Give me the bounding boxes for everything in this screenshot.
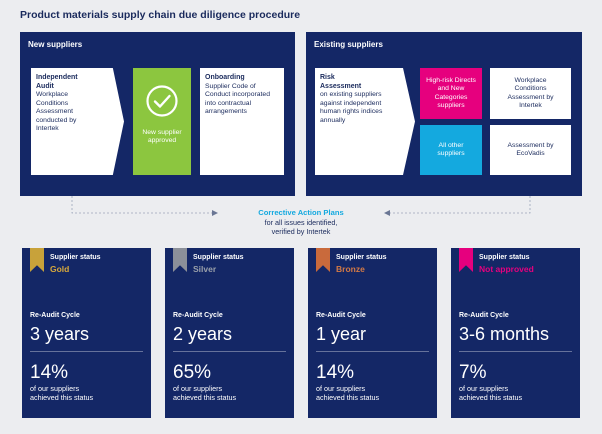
bronze-ribbon-icon: [316, 248, 330, 272]
ecovadis-box: Assessment by EcoVadis: [490, 125, 571, 175]
new-suppliers-title: New suppliers: [28, 40, 83, 49]
percent-caption-line1: of our suppliers: [316, 384, 366, 393]
percent-caption-line1: of our suppliers: [459, 384, 509, 393]
onboarding-heading: Onboarding: [205, 74, 245, 81]
corrective-action-plans: Corrective Action Plans for all issues i…: [180, 208, 422, 237]
high-risk-box: High-risk Directs and New Categories sup…: [420, 68, 482, 119]
status-label: Supplier status: [336, 254, 387, 261]
percent-value: 65%: [173, 362, 212, 383]
audit-heading: Independent Audit: [36, 74, 78, 90]
reaudit-label: Re-Audit Cycle: [173, 312, 223, 319]
card-divider: [459, 351, 572, 352]
reaudit-value: 3 years: [30, 324, 90, 344]
workplace-assessment-box: Workplace Conditions Assessment by Inter…: [490, 68, 571, 119]
percent-value: 14%: [30, 362, 69, 383]
gold-ribbon-icon: [30, 248, 44, 272]
card-divider: [173, 351, 286, 352]
audit-text: Workplace Conditions Assessment conducte…: [36, 91, 77, 133]
onboarding-text: Supplier Code of Conduct incorporated in…: [205, 82, 270, 115]
percent-value: 7%: [459, 362, 487, 383]
existing-suppliers-title: Existing suppliers: [314, 40, 383, 49]
other-suppliers-text: All other suppliers: [437, 141, 465, 157]
percent-caption: of our suppliers achieved this status: [30, 384, 93, 402]
status-label: Supplier status: [479, 254, 530, 261]
status-card-silver: Supplier status Silver Re-Audit Cycle 2 …: [165, 248, 294, 418]
status-card-bronze: Supplier status Bronze Re-Audit Cycle 1 …: [308, 248, 437, 418]
independent-audit-box: Independent Audit Workplace Conditions A…: [31, 68, 124, 175]
corrective-line1: for all issues identified,: [264, 217, 338, 227]
percent-caption: of our suppliers achieved this status: [173, 384, 236, 402]
silver-ribbon-icon: [173, 248, 187, 272]
status-label: Supplier status: [193, 254, 244, 261]
onboarding-box: Onboarding Supplier Code of Conduct inco…: [200, 68, 284, 175]
status-value: Gold: [50, 264, 70, 274]
check-circle-icon: [146, 85, 178, 117]
other-suppliers-box: All other suppliers: [420, 125, 482, 175]
percent-value: 14%: [316, 362, 355, 383]
new-suppliers-panel: New suppliers Independent Audit Workplac…: [20, 32, 295, 196]
risk-text: on existing suppliers against independen…: [320, 91, 383, 124]
percent-caption-line1: of our suppliers: [173, 384, 223, 393]
reaudit-label: Re-Audit Cycle: [459, 312, 509, 319]
reaudit-value: 2 years: [173, 324, 233, 344]
status-value: Bronze: [336, 264, 365, 274]
risk-assessment-box: Risk Assessment on existing suppliers ag…: [315, 68, 415, 175]
supplier-approved-box: New supplier approved: [133, 68, 191, 175]
reaudit-label: Re-Audit Cycle: [30, 312, 80, 319]
corrective-title: Corrective Action Plans: [258, 208, 344, 217]
reaudit-value: 1 year: [316, 324, 367, 344]
status-card-gold: Supplier status Gold Re-Audit Cycle 3 ye…: [22, 248, 151, 418]
status-label: Supplier status: [50, 254, 101, 261]
percent-caption-line1: of our suppliers: [30, 384, 80, 393]
percent-caption-line2: achieved this status: [173, 393, 237, 402]
existing-suppliers-panel: Existing suppliers Risk Assessment on ex…: [306, 32, 582, 196]
status-value: Not approved: [479, 264, 534, 274]
card-divider: [30, 351, 143, 352]
corrective-line2: verified by Intertek: [271, 227, 331, 237]
percent-caption-line2: achieved this status: [30, 393, 94, 402]
approved-text: New supplier approved: [142, 129, 182, 145]
workplace-text: Workplace Conditions Assessment by Inter…: [507, 76, 554, 109]
high-risk-text: High-risk Directs and New Categories sup…: [426, 77, 476, 109]
status-value: Silver: [193, 264, 217, 274]
page-title: Product materials supply chain due dilig…: [20, 9, 301, 21]
reaudit-value: 3-6 months: [459, 324, 550, 344]
risk-heading: Risk Assessment: [320, 74, 362, 90]
card-divider: [316, 351, 429, 352]
reaudit-label: Re-Audit Cycle: [316, 312, 366, 319]
percent-caption: of our suppliers achieved this status: [459, 384, 522, 402]
pink-ribbon-icon: [459, 248, 473, 272]
percent-caption-line2: achieved this status: [459, 393, 523, 402]
status-card-not-approved: Supplier status Not approved Re-Audit Cy…: [451, 248, 580, 418]
ecovadis-text: Assessment by EcoVadis: [507, 141, 554, 157]
percent-caption-line2: achieved this status: [316, 393, 380, 402]
percent-caption: of our suppliers achieved this status: [316, 384, 379, 402]
